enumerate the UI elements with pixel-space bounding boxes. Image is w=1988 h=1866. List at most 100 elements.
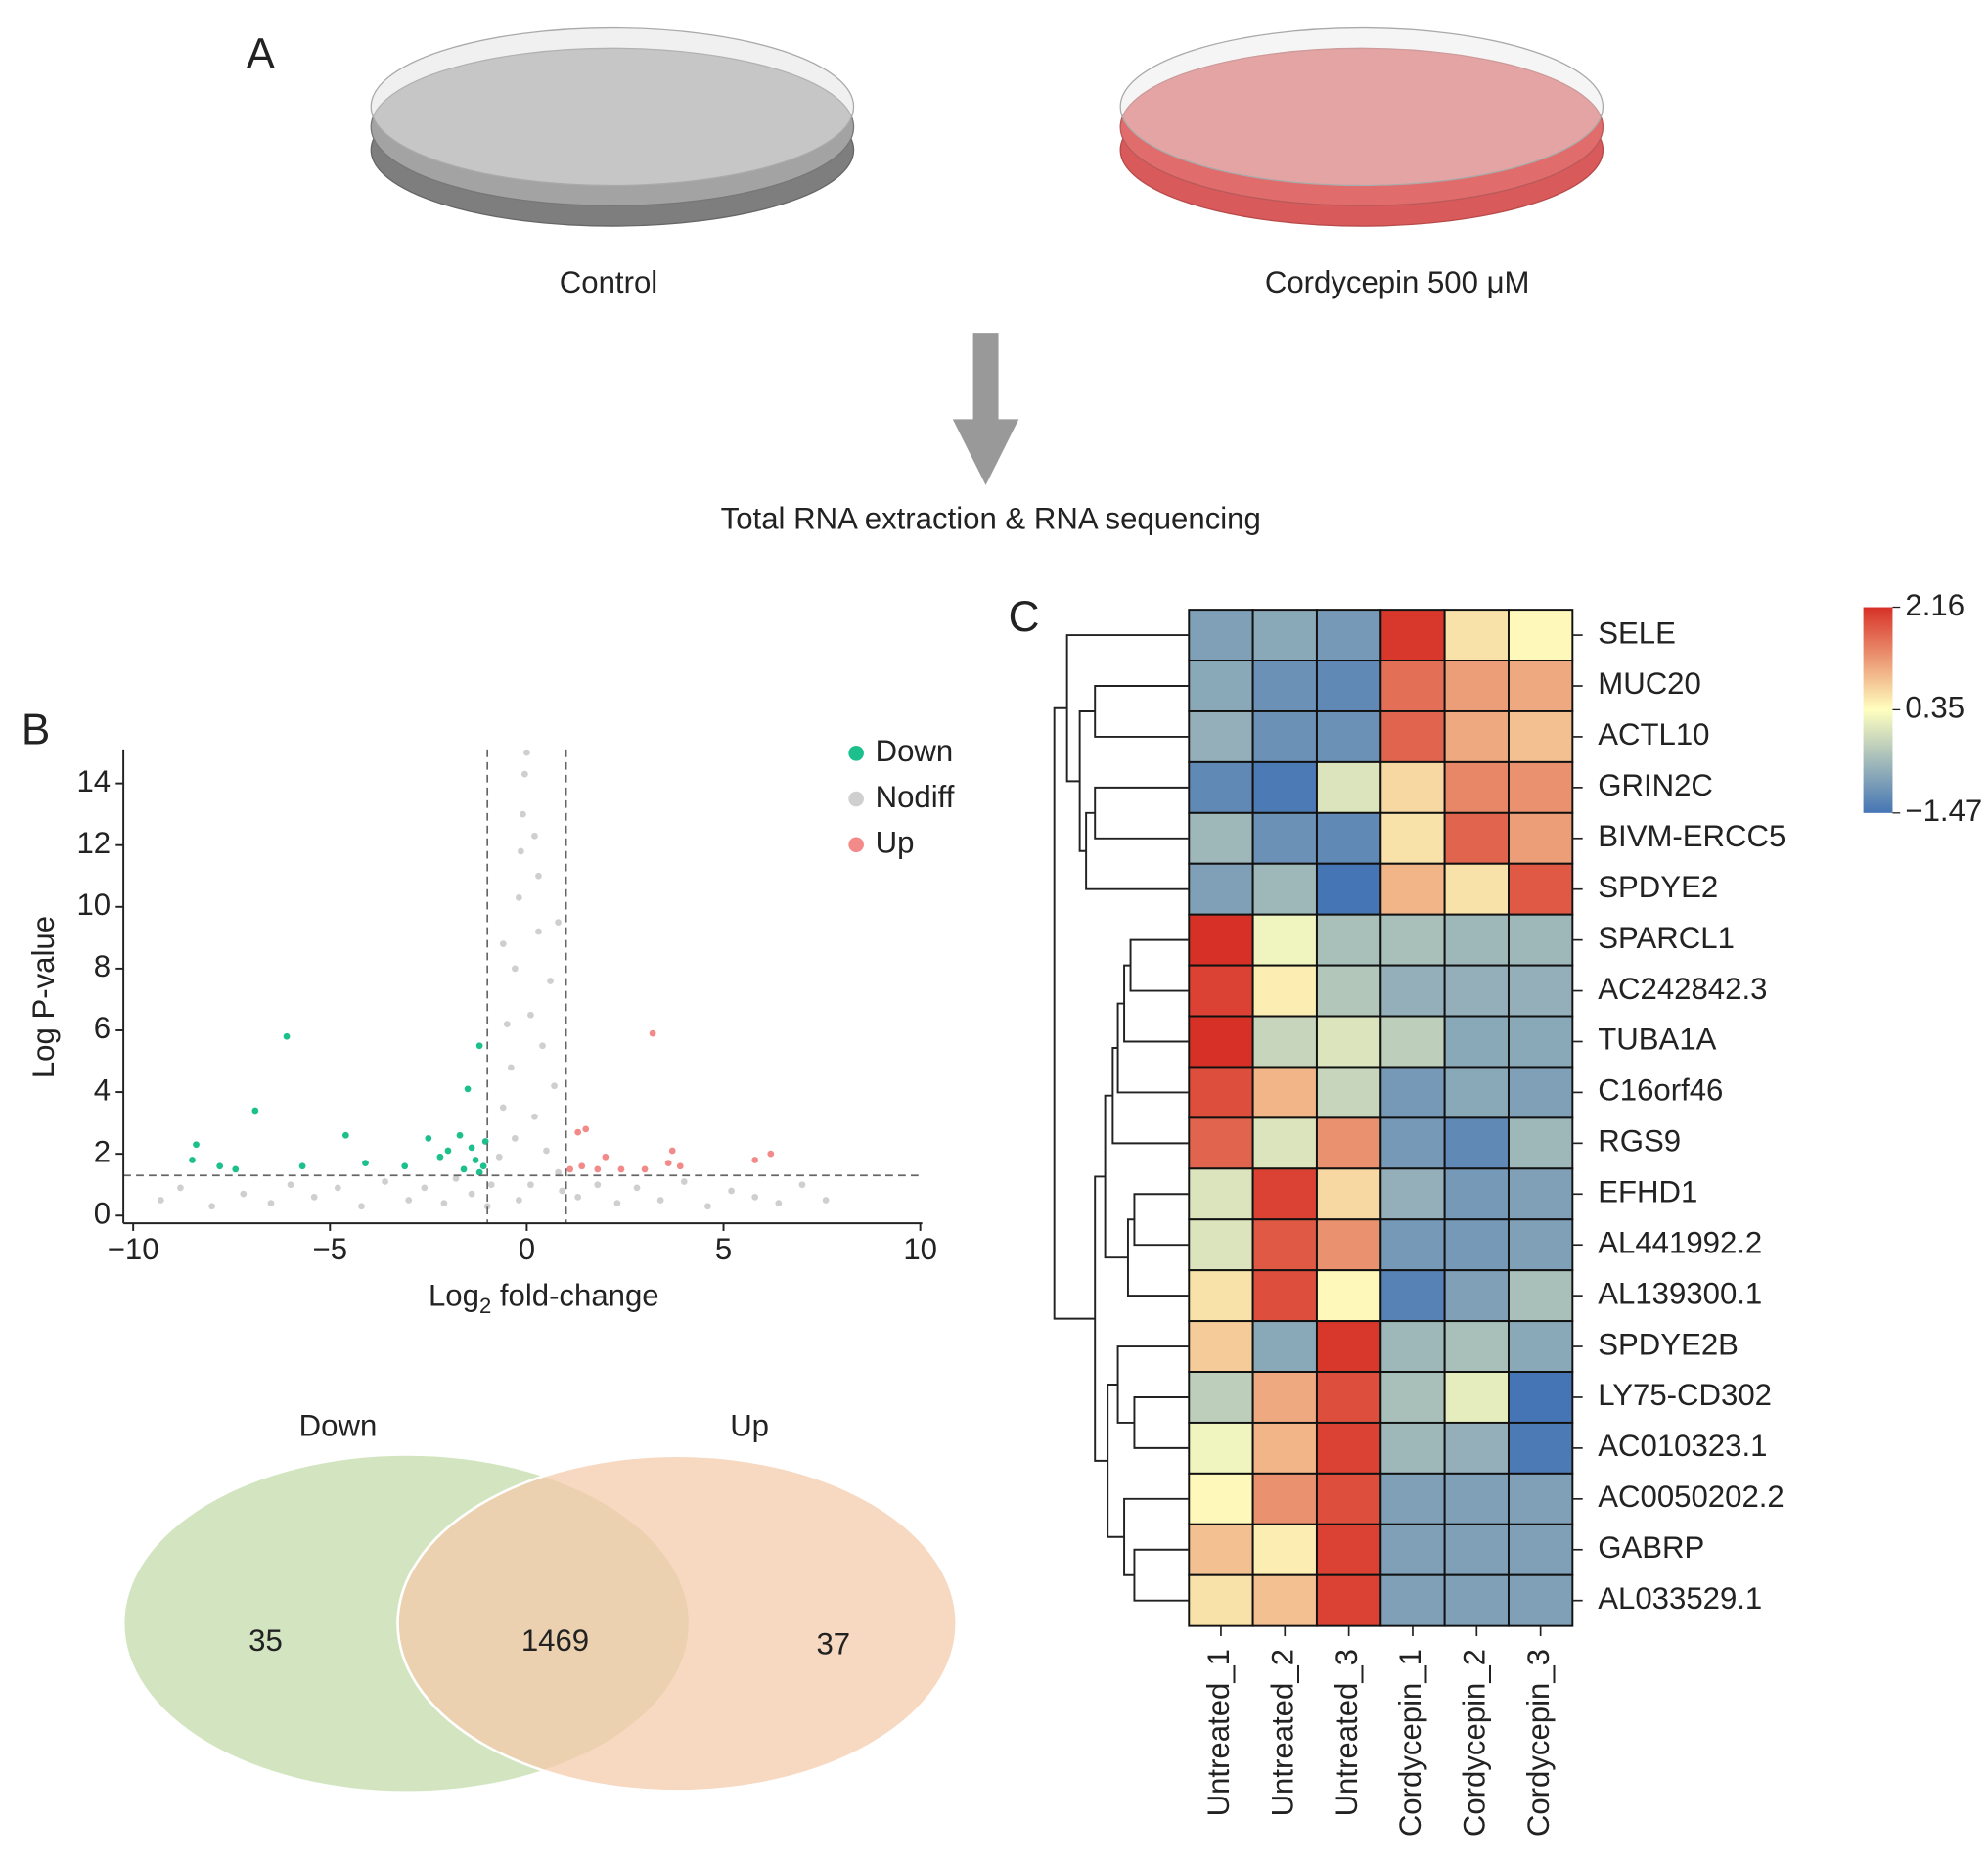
row-label: BIVM-ERCC5 — [1598, 819, 1785, 853]
point — [425, 1135, 432, 1142]
heatmap-cell — [1443, 1371, 1510, 1424]
venn-set — [396, 1454, 959, 1793]
panel-label: B — [22, 706, 50, 754]
point — [775, 1200, 783, 1207]
point — [515, 893, 522, 901]
heatmap-cell — [1188, 1472, 1254, 1525]
dendrogram-branch — [1123, 964, 1190, 1043]
point — [602, 1153, 610, 1161]
row-label: AL033529.1 — [1598, 1581, 1762, 1616]
point — [527, 1011, 534, 1019]
point — [594, 1165, 602, 1173]
heatmap-cell — [1315, 760, 1382, 814]
heatmap-cell — [1315, 709, 1382, 763]
heatmap-cell — [1379, 1116, 1446, 1170]
heatmap-cell — [1188, 964, 1254, 1018]
point — [664, 1160, 672, 1166]
heatmap-cell — [1188, 1116, 1254, 1170]
heatmap-cell — [1251, 1472, 1318, 1525]
heatmap-cell — [1379, 709, 1446, 763]
point — [751, 1193, 759, 1201]
point — [520, 810, 526, 818]
point — [822, 1197, 830, 1204]
point — [613, 1200, 621, 1207]
heatmap-cell — [1443, 1015, 1510, 1069]
heatmap-cell — [1379, 1218, 1446, 1272]
heatmap-cell — [1188, 862, 1254, 916]
point — [481, 1138, 489, 1145]
heatmap-cell — [1188, 913, 1254, 967]
row-label: GABRP — [1598, 1530, 1704, 1565]
point — [251, 1107, 259, 1115]
heatmap-cell — [1315, 1066, 1382, 1119]
y-tick-label: 0 — [94, 1196, 111, 1230]
heatmap-cell — [1443, 1066, 1510, 1119]
row-label: ACTL10 — [1598, 717, 1709, 751]
heatmap-cell — [1379, 862, 1446, 916]
heatmap-cell — [1379, 1573, 1446, 1627]
treated-dish — [1119, 26, 1604, 227]
heatmap-cell — [1188, 660, 1254, 712]
y-tick-label: 12 — [76, 826, 111, 860]
point — [287, 1181, 294, 1189]
point — [310, 1193, 318, 1201]
heatmap-cell — [1188, 1066, 1254, 1119]
point — [177, 1184, 184, 1192]
heatmap-cell — [1315, 609, 1382, 662]
heatmap-cell — [1188, 1269, 1254, 1323]
heatmap-cell — [1507, 862, 1574, 916]
point — [680, 1178, 688, 1185]
dendrogram-branch — [1053, 706, 1096, 1320]
point — [649, 1029, 656, 1037]
point — [547, 978, 554, 984]
heatmap-cell — [1251, 1573, 1318, 1627]
heatmap-cell — [1379, 760, 1446, 814]
heatmap-cell — [1507, 1116, 1574, 1170]
heatmap-cell — [1443, 1320, 1510, 1373]
venn-count: 35 — [248, 1623, 283, 1658]
dendrogram-branch — [1133, 1396, 1190, 1449]
point — [436, 1153, 444, 1161]
dendrogram-branch — [1065, 634, 1190, 783]
point — [531, 1113, 538, 1120]
heatmap-cell — [1251, 1269, 1318, 1323]
point — [362, 1160, 369, 1166]
point — [535, 928, 542, 935]
legend-label: Nodiff — [876, 780, 955, 814]
row-label: TUBA1A — [1598, 1023, 1716, 1057]
row-label: SPDYE2B — [1598, 1327, 1739, 1361]
heatmap-cell — [1188, 1523, 1254, 1576]
dish-label: Control — [560, 265, 657, 299]
point — [189, 1157, 196, 1163]
point — [468, 1144, 475, 1152]
heatmap-cell — [1443, 913, 1510, 967]
heatmap-cell — [1251, 964, 1318, 1018]
point — [633, 1184, 641, 1192]
heatmap-cell — [1379, 1167, 1446, 1221]
heatmap-cell — [1507, 1523, 1574, 1576]
heatmap-cell — [1379, 913, 1446, 967]
point — [503, 1021, 511, 1028]
heatmap-cell — [1443, 1472, 1510, 1525]
heatmap-cell — [1379, 1066, 1446, 1119]
point — [401, 1162, 409, 1170]
heatmap-cell — [1251, 760, 1318, 814]
dendrogram-branch — [1078, 709, 1096, 852]
heatmap-cell — [1188, 1218, 1254, 1272]
heatmap-cell — [1315, 1320, 1382, 1373]
heatmap-cell — [1188, 1167, 1254, 1221]
x-axis-label: Log2 fold-change — [429, 1279, 659, 1318]
x-tick-label: −10 — [108, 1232, 159, 1266]
heatmap-cell — [1379, 1015, 1446, 1069]
dendrogram-branch — [1133, 1193, 1190, 1247]
venn-count: 1469 — [521, 1623, 589, 1658]
heatmap-cell — [1188, 1421, 1254, 1475]
panel-label: C — [1009, 593, 1040, 641]
row-label: RGS9 — [1598, 1124, 1681, 1159]
point — [511, 1135, 519, 1142]
point — [517, 847, 524, 855]
heatmap-cell — [1251, 913, 1318, 967]
heatmap-cell — [1315, 660, 1382, 712]
legend-label: Up — [876, 826, 915, 860]
